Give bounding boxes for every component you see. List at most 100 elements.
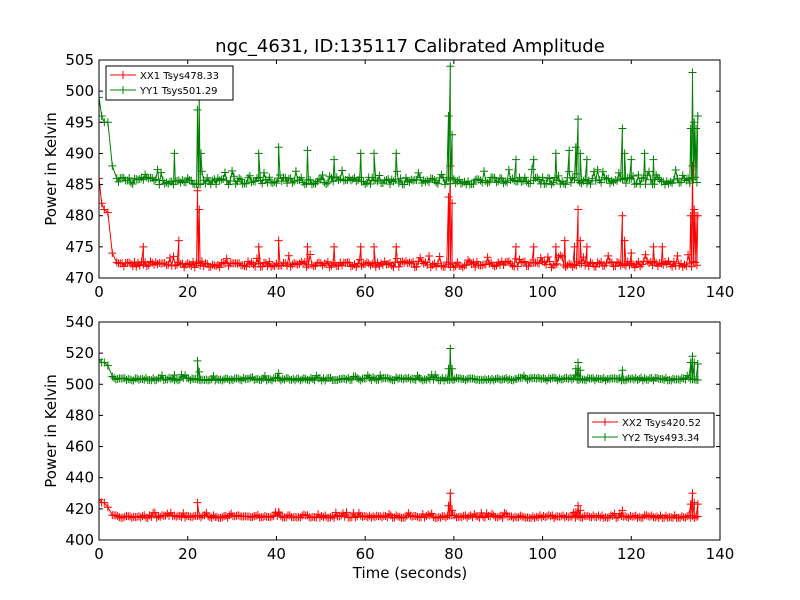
- data-point-marker: [274, 236, 283, 245]
- data-point-marker: [252, 254, 261, 263]
- data-point-marker: [244, 173, 253, 182]
- data-point-marker: [306, 175, 315, 184]
- data-point-marker: [437, 261, 446, 270]
- data-point-marker: [150, 508, 159, 517]
- data-point-marker: [111, 511, 120, 520]
- data-point-marker: [574, 257, 583, 266]
- data-point-marker: [157, 371, 166, 380]
- data-point-marker: [169, 252, 178, 261]
- data-point-marker: [479, 512, 488, 521]
- data-point-marker: [627, 155, 636, 164]
- data-point-marker: [553, 376, 562, 385]
- data-point-marker: [669, 257, 678, 266]
- data-point-marker: [574, 376, 583, 385]
- data-point-marker: [573, 511, 582, 520]
- data-point-marker: [338, 509, 347, 518]
- data-point-marker: [558, 252, 567, 261]
- x-tick-label: 60: [356, 283, 375, 301]
- data-point-marker: [643, 171, 652, 180]
- data-point-marker: [556, 251, 565, 260]
- data-point-marker: [394, 179, 403, 188]
- data-point-marker: [260, 168, 269, 177]
- data-point-marker: [574, 512, 583, 521]
- data-point-marker: [537, 513, 546, 522]
- data-point-marker: [344, 374, 353, 383]
- data-point-marker: [323, 257, 332, 266]
- data-point-marker: [650, 257, 659, 266]
- bottom-series-yy2: [99, 344, 702, 385]
- data-point-marker: [611, 262, 620, 271]
- data-point-marker: [351, 513, 360, 522]
- data-point-marker: [299, 259, 308, 268]
- data-point-marker: [597, 178, 606, 187]
- data-point-marker: [318, 261, 327, 270]
- data-point-marker: [291, 167, 300, 176]
- x-tick-label: 0: [94, 545, 104, 563]
- data-point-marker: [684, 373, 693, 382]
- data-point-marker: [285, 511, 294, 520]
- data-point-marker: [368, 259, 377, 268]
- data-point-marker: [485, 177, 494, 186]
- data-point-marker: [142, 262, 151, 271]
- data-point-marker: [568, 173, 577, 182]
- data-point-marker: [529, 155, 538, 164]
- data-point-marker: [142, 374, 151, 383]
- data-point-marker: [618, 175, 627, 184]
- data-point-marker: [132, 262, 141, 271]
- data-point-marker: [489, 376, 498, 385]
- x-tick-label: 20: [178, 545, 197, 563]
- data-point-marker: [547, 180, 556, 189]
- data-point-marker: [509, 376, 518, 385]
- data-point-marker: [392, 511, 401, 520]
- data-point-marker: [640, 149, 649, 158]
- data-point-marker: [456, 512, 465, 521]
- data-point-marker: [299, 178, 308, 187]
- data-point-marker: [355, 255, 364, 264]
- data-point-marker: [545, 174, 554, 183]
- data-point-marker: [649, 242, 658, 251]
- data-point-marker: [99, 112, 106, 121]
- data-point-marker: [392, 149, 401, 158]
- bottom-plot-frame: [98, 321, 721, 541]
- bottom-ylabel: Power in Kelvin: [42, 374, 60, 488]
- data-point-marker: [552, 259, 561, 268]
- data-point-marker: [128, 179, 137, 188]
- data-point-marker: [676, 178, 685, 187]
- data-point-marker: [598, 167, 607, 176]
- data-point-marker: [563, 261, 572, 270]
- data-point-marker: [576, 506, 585, 515]
- data-point-marker: [146, 257, 155, 266]
- data-point-marker: [263, 262, 272, 271]
- data-point-marker: [219, 258, 228, 267]
- data-point-marker: [480, 167, 489, 176]
- data-point-marker: [571, 143, 580, 152]
- data-point-marker: [267, 178, 276, 187]
- data-point-marker: [217, 175, 226, 184]
- data-point-marker: [375, 171, 384, 180]
- data-point-marker: [423, 176, 432, 185]
- data-point-marker: [618, 211, 627, 220]
- data-point-marker: [233, 259, 242, 268]
- data-point-marker: [471, 263, 480, 272]
- data-point-marker: [618, 124, 627, 133]
- data-point-marker: [284, 174, 293, 183]
- data-point-marker: [144, 174, 153, 183]
- data-point-marker: [175, 375, 184, 384]
- data-point-marker: [152, 375, 161, 384]
- data-point-marker: [511, 155, 520, 164]
- data-point-marker: [370, 242, 379, 251]
- data-point-marker: [581, 261, 590, 270]
- data-point-marker: [238, 261, 247, 270]
- data-point-marker: [535, 175, 544, 184]
- data-point-marker: [495, 174, 504, 182]
- data-point-marker: [428, 174, 437, 183]
- x-tick-label: 40: [267, 545, 286, 563]
- data-point-marker: [395, 512, 404, 521]
- data-point-marker: [249, 260, 258, 269]
- y-tick-label: 500: [65, 82, 94, 100]
- data-point-marker: [239, 373, 248, 382]
- data-point-marker: [658, 374, 667, 383]
- data-point-marker: [576, 366, 585, 375]
- data-point-marker: [655, 175, 664, 184]
- data-point-marker: [258, 262, 267, 271]
